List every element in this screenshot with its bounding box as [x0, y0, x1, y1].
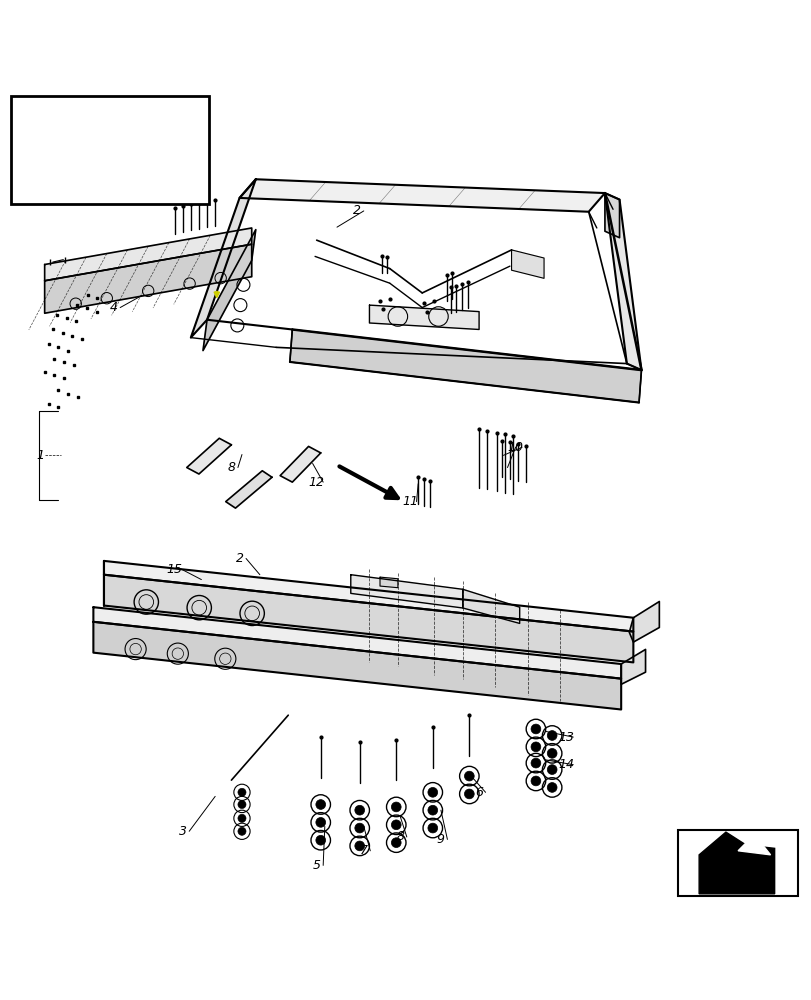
Polygon shape — [380, 577, 397, 588]
Text: 14: 14 — [558, 758, 574, 771]
Text: 15: 15 — [166, 563, 182, 576]
Polygon shape — [45, 244, 251, 313]
Text: 9: 9 — [436, 833, 444, 846]
Circle shape — [530, 758, 540, 768]
Polygon shape — [23, 165, 187, 196]
Circle shape — [530, 724, 540, 734]
Circle shape — [427, 823, 437, 833]
Circle shape — [427, 805, 437, 815]
Polygon shape — [369, 305, 478, 329]
Text: 7: 7 — [359, 844, 367, 857]
Text: 8: 8 — [396, 830, 404, 843]
Circle shape — [464, 789, 474, 799]
Polygon shape — [187, 438, 231, 474]
Circle shape — [315, 817, 325, 827]
Circle shape — [354, 805, 364, 815]
Circle shape — [391, 802, 401, 812]
Polygon shape — [24, 106, 195, 139]
Text: 2: 2 — [235, 552, 243, 565]
Text: 3: 3 — [178, 825, 187, 838]
Polygon shape — [203, 230, 255, 351]
Circle shape — [354, 823, 364, 833]
Circle shape — [427, 787, 437, 797]
Text: 11: 11 — [401, 495, 418, 508]
Circle shape — [238, 800, 246, 809]
Circle shape — [238, 827, 246, 835]
Polygon shape — [604, 193, 641, 370]
Circle shape — [238, 788, 246, 796]
Text: 4: 4 — [109, 301, 118, 314]
Circle shape — [547, 783, 556, 792]
Circle shape — [547, 748, 556, 758]
Polygon shape — [93, 607, 620, 679]
Polygon shape — [350, 575, 462, 608]
Circle shape — [547, 765, 556, 774]
Circle shape — [530, 742, 540, 752]
Polygon shape — [698, 832, 774, 894]
Polygon shape — [462, 589, 519, 623]
Text: 13: 13 — [558, 731, 574, 744]
Polygon shape — [45, 228, 251, 281]
Circle shape — [354, 841, 364, 851]
Polygon shape — [604, 193, 619, 238]
Circle shape — [315, 835, 325, 845]
Text: 12: 12 — [308, 476, 324, 489]
Circle shape — [547, 731, 556, 740]
Circle shape — [464, 771, 474, 781]
Polygon shape — [511, 250, 543, 278]
Text: 1: 1 — [36, 449, 45, 462]
Circle shape — [391, 838, 401, 848]
Text: 10: 10 — [507, 441, 523, 454]
Polygon shape — [93, 622, 620, 709]
Polygon shape — [104, 575, 633, 662]
Polygon shape — [104, 561, 633, 632]
Circle shape — [530, 776, 540, 786]
Circle shape — [391, 820, 401, 830]
Circle shape — [238, 814, 246, 822]
Text: 8: 8 — [227, 461, 235, 474]
Polygon shape — [737, 835, 770, 855]
Text: 6: 6 — [474, 786, 483, 799]
Bar — [677, 830, 797, 896]
Polygon shape — [225, 471, 272, 508]
Polygon shape — [239, 179, 604, 212]
Polygon shape — [629, 601, 659, 642]
Polygon shape — [290, 329, 641, 403]
Polygon shape — [280, 446, 320, 482]
Circle shape — [315, 800, 325, 809]
Text: 5: 5 — [312, 859, 320, 872]
Text: 2: 2 — [353, 204, 361, 217]
Bar — [11, 96, 209, 204]
Polygon shape — [191, 179, 255, 338]
Polygon shape — [620, 649, 645, 684]
